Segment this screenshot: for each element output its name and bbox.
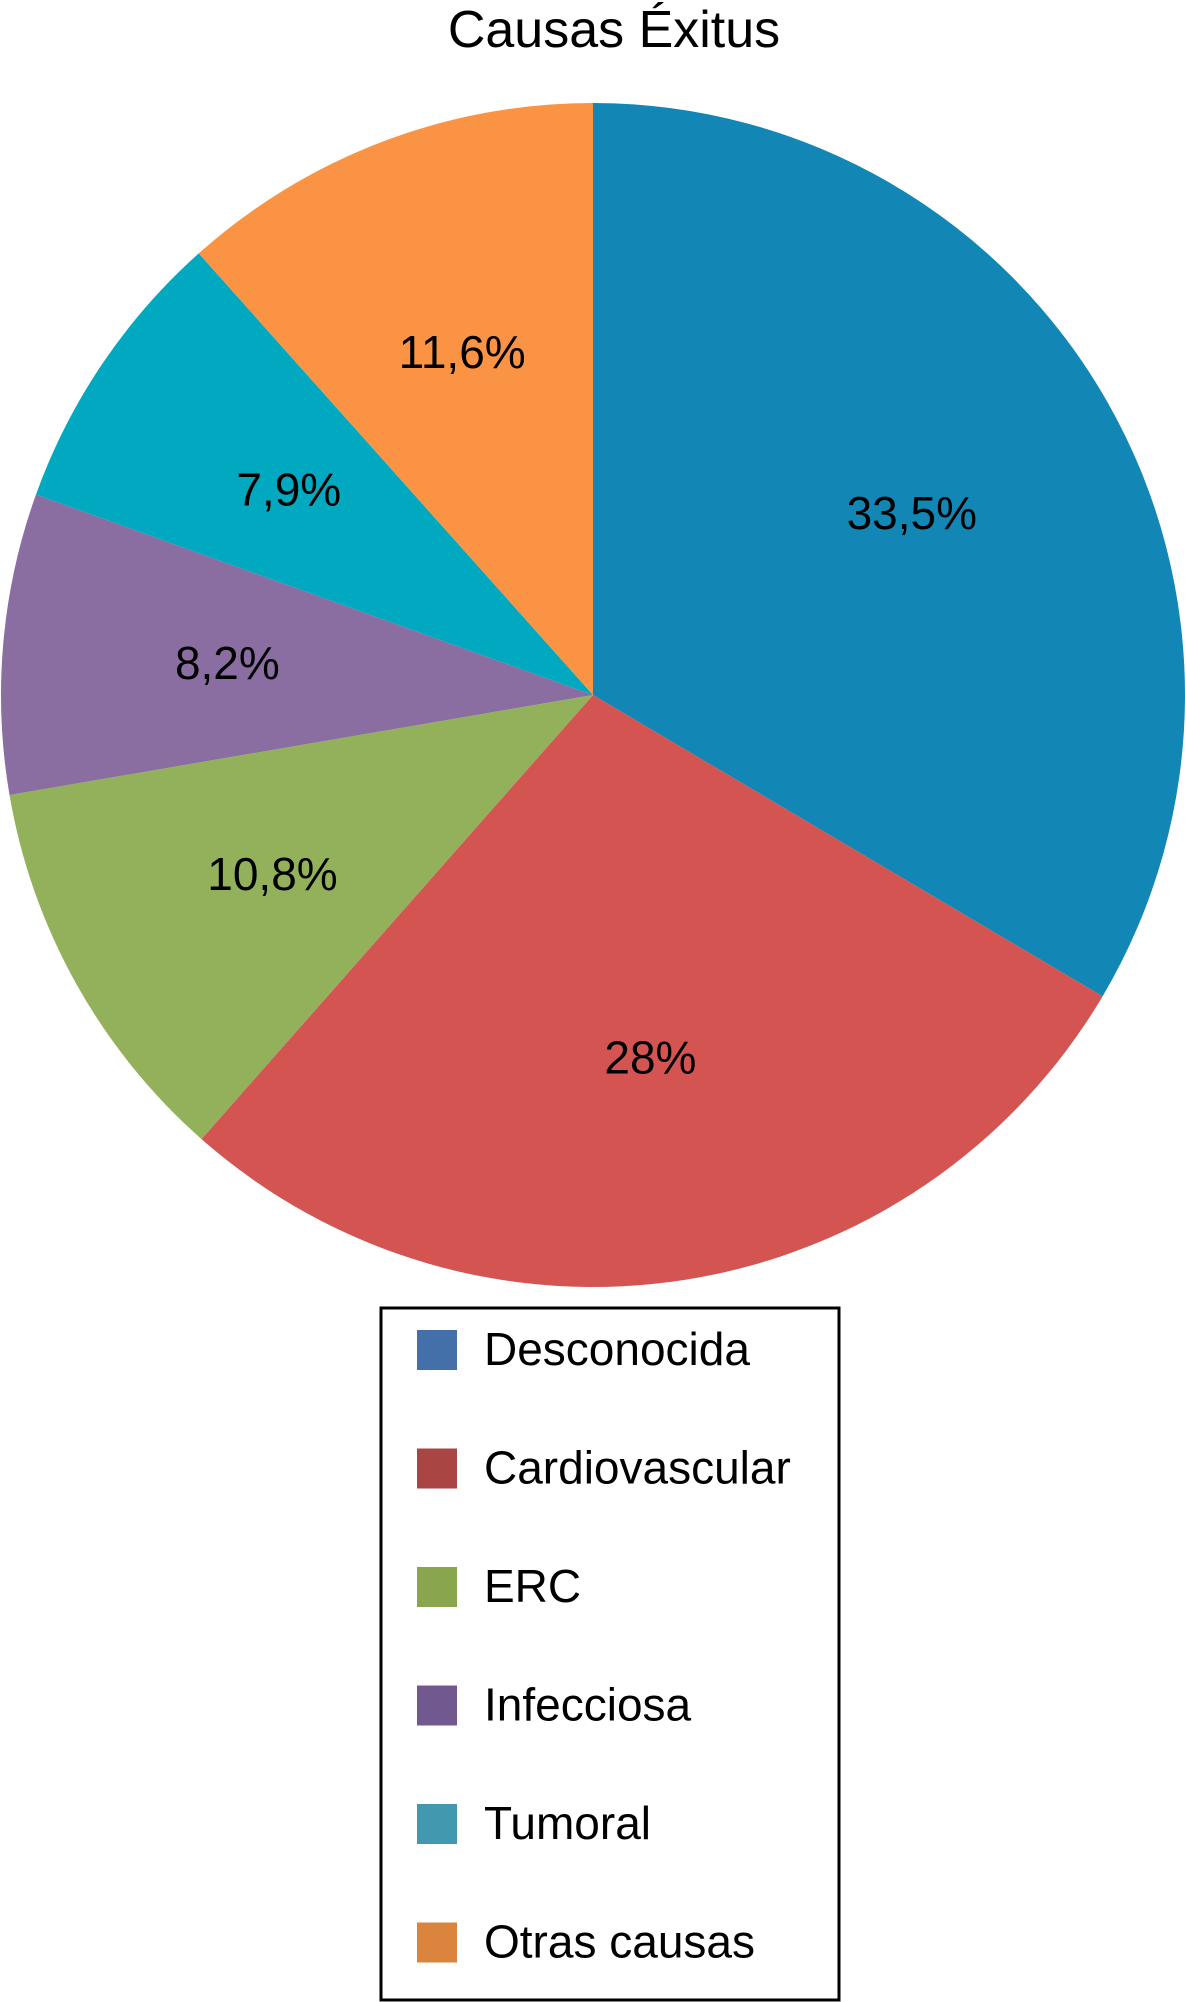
pie-slice-infecciosa [1,494,594,795]
slice-value-label-tumoral: 7,9% [236,464,341,516]
legend-swatch-desconocida [417,1330,457,1370]
pie-slice-labels: 33,5% 28% 10,8% 8,2% 7,9% 11,6% [175,326,977,1083]
legend: Desconocida Cardiovascular ERC Infecciosa Tu… [379,1306,841,2002]
pie-slice-erc [9,695,593,1140]
pie-slice-desconocida [593,103,1185,997]
legend-label-infecciosa: Infecciosa [484,1679,692,1731]
legend-swatch-tumoral [417,1804,457,1844]
slice-value-label-erc: 10,8% [207,848,337,900]
legend-label-otras-causas: Otras causas [484,1916,755,1968]
legend-swatch-erc [417,1567,457,1607]
chart-title: Causas Éxitus [448,1,780,59]
legend-label-erc: ERC [484,1560,581,1612]
slice-value-label-infecciosa: 8,2% [175,637,280,689]
pie-slice-otras-causas [198,102,593,695]
pie-slice-tumoral [35,253,593,696]
pie-slices [1,102,1185,1287]
legend-label-tumoral: Tumoral [484,1797,651,1849]
slice-value-label-desconocida: 33,5% [847,487,977,539]
legend-label-cardiovascular: Cardiovascular [484,1442,791,1494]
legend-swatch-cardiovascular [417,1448,457,1489]
slice-value-label-cardiovascular: 28% [604,1032,696,1084]
legend-swatch-otras-causas [417,1922,457,1963]
legend-swatch-infecciosa [417,1685,457,1726]
slice-value-label-otras-causas: 11,6% [399,326,526,378]
pie-slice-cardiovascular [201,695,1103,1287]
legend-box [379,1306,841,2002]
legend-label-desconocida: Desconocida [484,1323,750,1375]
